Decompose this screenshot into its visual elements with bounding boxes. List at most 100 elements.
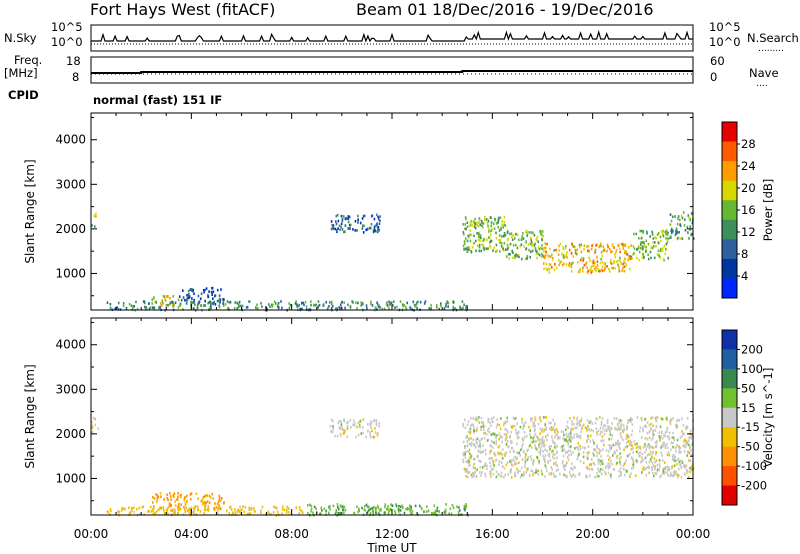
echo-cell-1-5 — [608, 437, 610, 441]
echo-cell-1-2 — [118, 510, 120, 514]
echo-cell-1-5 — [494, 434, 497, 437]
x-tick-label: 20:00 — [575, 527, 610, 541]
echo-cell-1-5 — [666, 446, 669, 450]
echo-cell-0-5 — [468, 248, 470, 251]
echo-cell-0-5 — [504, 234, 507, 237]
echo-cell-1-5 — [683, 445, 686, 448]
echo-cell-1-5 — [656, 439, 658, 443]
echo-cell-1-5 — [479, 446, 482, 449]
colorbar-tick-label: 12 — [741, 225, 756, 239]
echo-cell-1-5 — [625, 459, 627, 462]
echo-cell-1-5 — [618, 474, 620, 478]
echo-cell-1-5 — [656, 464, 659, 467]
echo-cell-1-5 — [633, 440, 636, 443]
echo-cell-1-5 — [481, 471, 483, 474]
echo-cell-0-6 — [523, 245, 525, 248]
echo-cell-0-3 — [304, 300, 307, 304]
echo-cell-0-3 — [389, 303, 391, 306]
echo-cell-0-6 — [540, 232, 542, 235]
echo-cell-1-5 — [652, 462, 654, 465]
echo-cell-1-5 — [610, 460, 612, 463]
echo-cell-0-8 — [637, 246, 640, 250]
echo-cell-0-4 — [335, 222, 338, 226]
echo-cell-1-5 — [534, 418, 537, 422]
echo-cell-1-5 — [530, 455, 532, 458]
echo-cell-1-5 — [465, 450, 467, 454]
echo-cell-1-5 — [523, 431, 526, 434]
echo-cell-1-3 — [372, 511, 374, 515]
echo-cell-0-3 — [185, 302, 188, 305]
echo-cell-1-5 — [663, 467, 665, 470]
echo-cell-1-5 — [598, 460, 600, 463]
echo-cell-1-5 — [617, 454, 619, 458]
echo-cell-1-5 — [655, 445, 658, 448]
echo-cell-0-2 — [209, 300, 212, 303]
noise-sky-series — [91, 29, 693, 43]
echo-cell-1-5 — [472, 423, 474, 427]
echo-cell-1-1 — [178, 503, 180, 506]
echo-cell-1-2 — [158, 507, 161, 511]
echo-cell-0-9 — [679, 218, 681, 222]
echo-cell-1-5 — [562, 444, 565, 447]
echo-cell-1-2 — [247, 513, 249, 516]
echo-cell-0-1 — [164, 298, 167, 302]
echo-cell-0-6 — [541, 244, 543, 247]
echo-cell-1-1 — [152, 505, 155, 508]
echo-cell-0-5 — [489, 244, 491, 247]
echo-cell-0-3 — [318, 303, 321, 307]
echo-cell-1-5 — [662, 444, 665, 447]
echo-cell-1-5 — [644, 450, 646, 454]
echo-cell-1-5 — [489, 461, 491, 465]
echo-cell-0-9 — [691, 221, 694, 225]
echo-cell-1-5 — [652, 450, 654, 454]
echo-cell-0-7 — [565, 253, 568, 257]
echo-cell-1-5 — [601, 430, 603, 434]
echo-cell-0-7 — [596, 264, 599, 267]
echo-cell-0-2 — [223, 298, 225, 301]
echo-cell-0-2 — [182, 289, 184, 292]
echo-cell-1-5 — [490, 433, 493, 436]
colorbar-tick-label: 200 — [741, 342, 763, 356]
echo-cell-0-5 — [502, 226, 504, 229]
echo-cell-1-5 — [526, 468, 529, 472]
echo-cell-0-8 — [650, 256, 652, 260]
echo-cell-0-4 — [356, 229, 358, 232]
echo-cell-1-5 — [668, 435, 670, 439]
echo-cell-1-5 — [594, 475, 596, 479]
echo-cell-0-7 — [604, 265, 607, 268]
echo-cell-0-7 — [609, 248, 611, 251]
echo-cell-1-5 — [556, 464, 558, 468]
echo-cell-0-8 — [646, 232, 648, 235]
echo-cell-0-4 — [373, 217, 376, 221]
echo-cell-1-3 — [369, 507, 372, 511]
echo-cell-1-5 — [553, 475, 555, 479]
echo-cell-1-5 — [563, 473, 565, 477]
echo-cell-0-3 — [428, 307, 430, 310]
echo-cell-1-5 — [515, 428, 517, 432]
echo-cell-1-5 — [492, 416, 495, 419]
echo-cell-1-5 — [629, 475, 631, 478]
echo-cell-1-4 — [352, 423, 354, 426]
nsky-label: N.Sky — [4, 31, 37, 45]
echo-cell-1-5 — [517, 430, 520, 434]
echo-cell-1-3 — [458, 506, 460, 509]
echo-cell-1-5 — [663, 434, 665, 437]
echo-cell-0-7 — [595, 244, 597, 247]
echo-cell-0-3 — [294, 302, 297, 305]
echo-cell-1-5 — [518, 461, 520, 464]
echo-cell-0-7 — [577, 261, 579, 264]
echo-cell-1-3 — [444, 508, 447, 512]
echo-cell-0-5 — [478, 217, 481, 220]
echo-cell-1-5 — [661, 417, 664, 421]
echo-cell-0-7 — [593, 264, 595, 268]
echo-cell-1-5 — [497, 472, 499, 476]
echo-cell-0-8 — [665, 243, 668, 246]
echo-cell-1-5 — [476, 442, 478, 445]
echo-cell-1-5 — [629, 420, 632, 424]
echo-cell-0-6 — [537, 252, 540, 255]
echo-cell-0-5 — [500, 241, 503, 245]
echo-cell-0-3 — [430, 304, 432, 307]
echo-cell-0-3 — [271, 305, 274, 308]
echo-cell-1-5 — [646, 431, 649, 435]
echo-cell-1-1 — [213, 507, 215, 510]
